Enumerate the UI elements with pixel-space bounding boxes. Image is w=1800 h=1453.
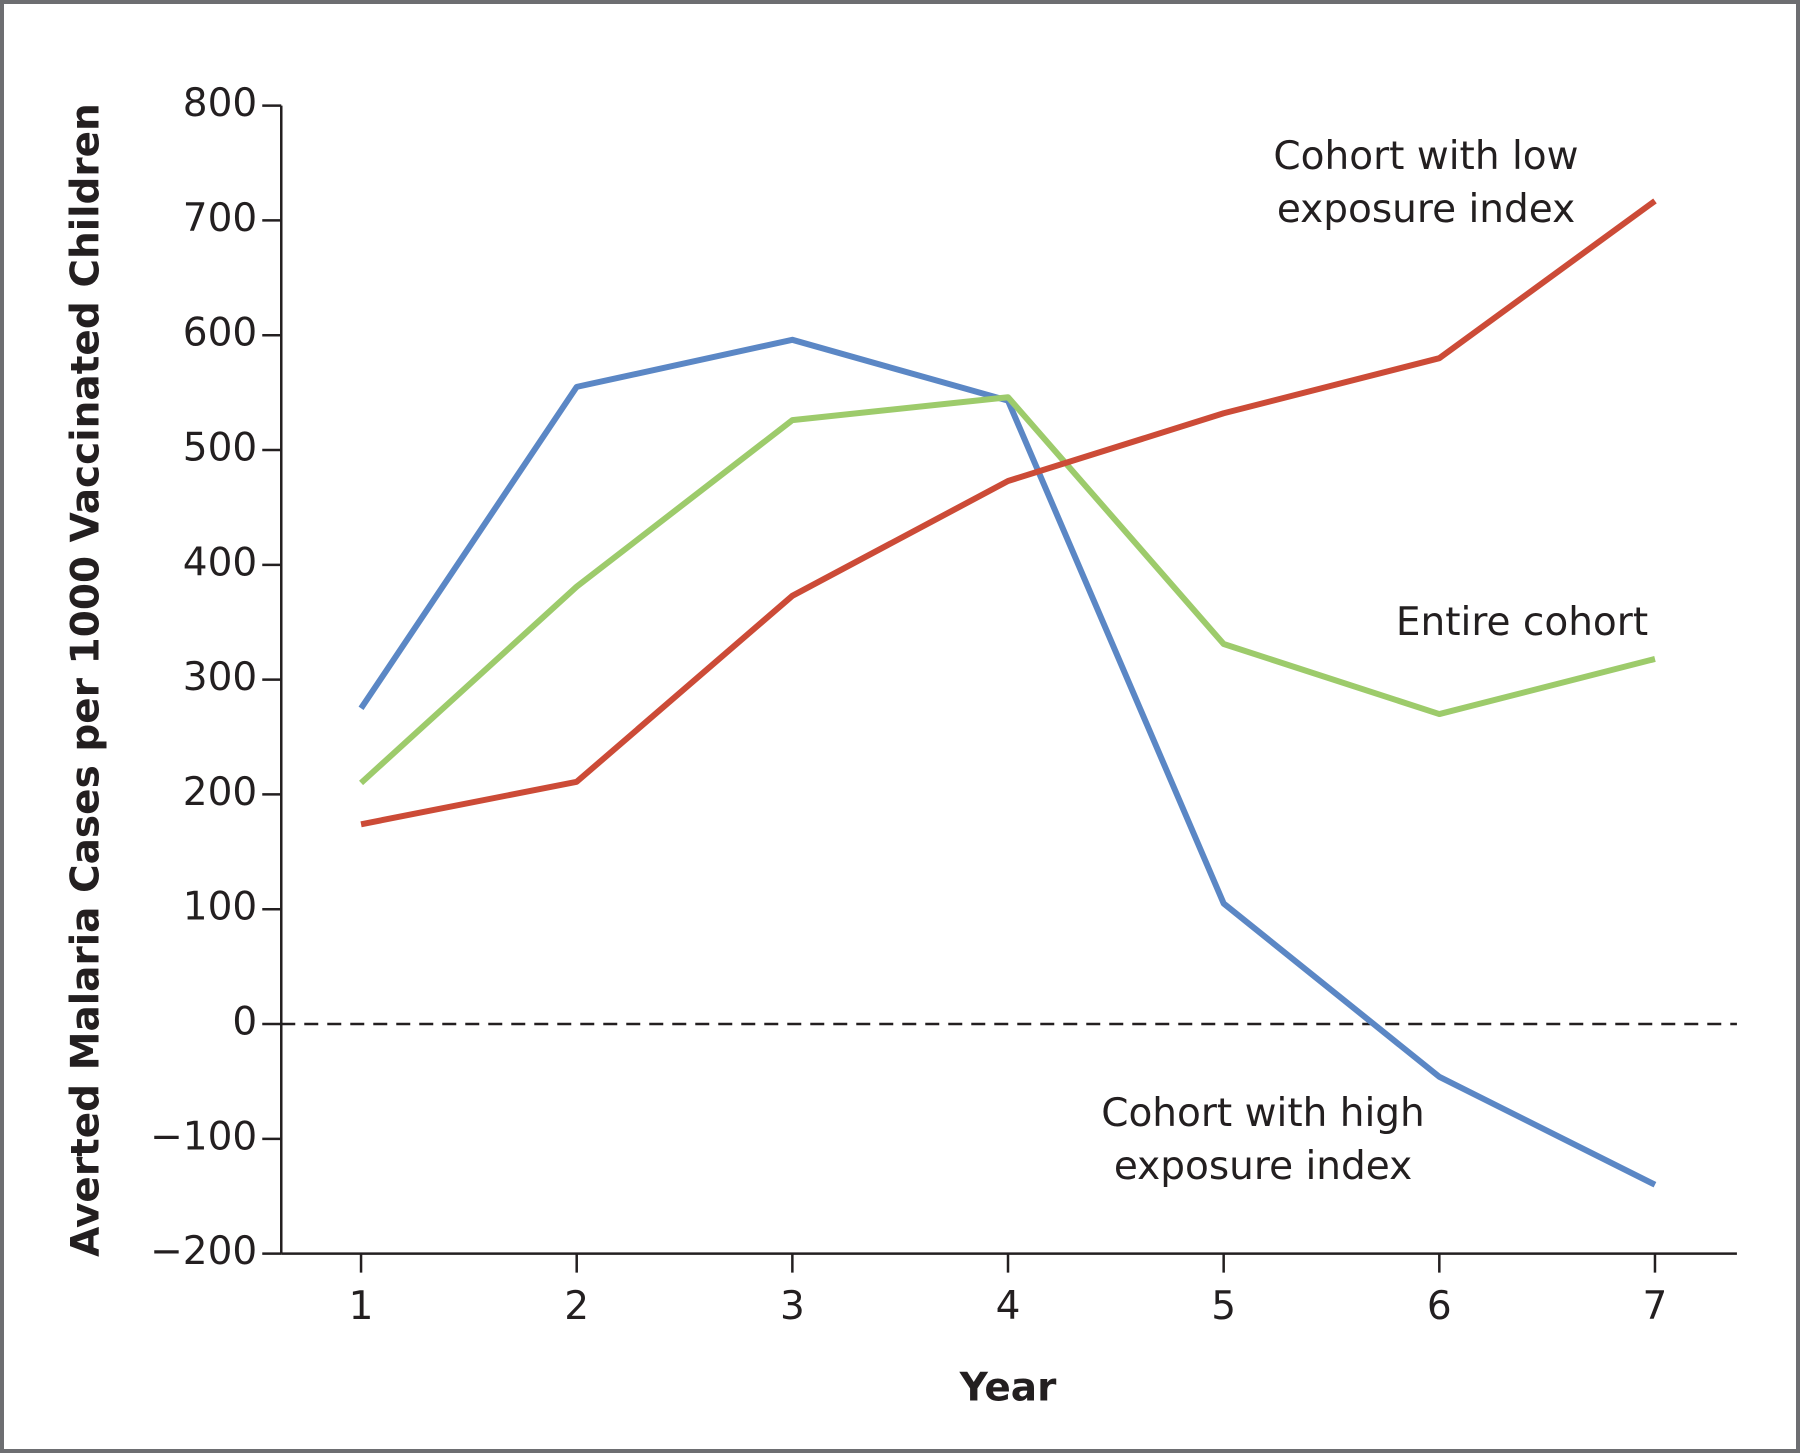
x-tick-label: 6 (1427, 1284, 1452, 1329)
x-tick-label: 7 (1643, 1284, 1668, 1329)
x-tick-label: 3 (780, 1284, 805, 1329)
y-tick-label: 0 (232, 1000, 257, 1045)
y-tick-label: 600 (183, 311, 257, 356)
y-tick-label: 500 (183, 426, 257, 471)
y-tick-label: 100 (183, 885, 257, 930)
y-axis-title: Averted Malaria Cases per 1000 Vaccinate… (64, 103, 109, 1257)
y-tick-label: 200 (183, 770, 257, 815)
series-line (359, 394, 1656, 786)
series-line (358, 336, 1657, 1188)
y-tick-label: 300 (183, 655, 257, 700)
x-tick-label: 4 (996, 1284, 1021, 1329)
x-tick-label: 2 (564, 1284, 589, 1329)
x-tick-label: 5 (1211, 1284, 1236, 1329)
series-label: Cohort with low exposure index (1273, 134, 1579, 232)
series-label: Cohort with high exposure index (1101, 1091, 1425, 1189)
x-tick-label: 1 (349, 1284, 374, 1329)
series-line (360, 198, 1657, 828)
series-label: Entire cohort (1395, 600, 1649, 645)
y-tick-label: 800 (183, 81, 257, 126)
y-tick-label: 700 (183, 196, 257, 241)
y-tick-label: −100 (150, 1114, 257, 1159)
y-tick-label: 400 (183, 540, 257, 585)
x-axis-title: Year (959, 1366, 1057, 1411)
y-tick-label: −200 (150, 1229, 257, 1274)
